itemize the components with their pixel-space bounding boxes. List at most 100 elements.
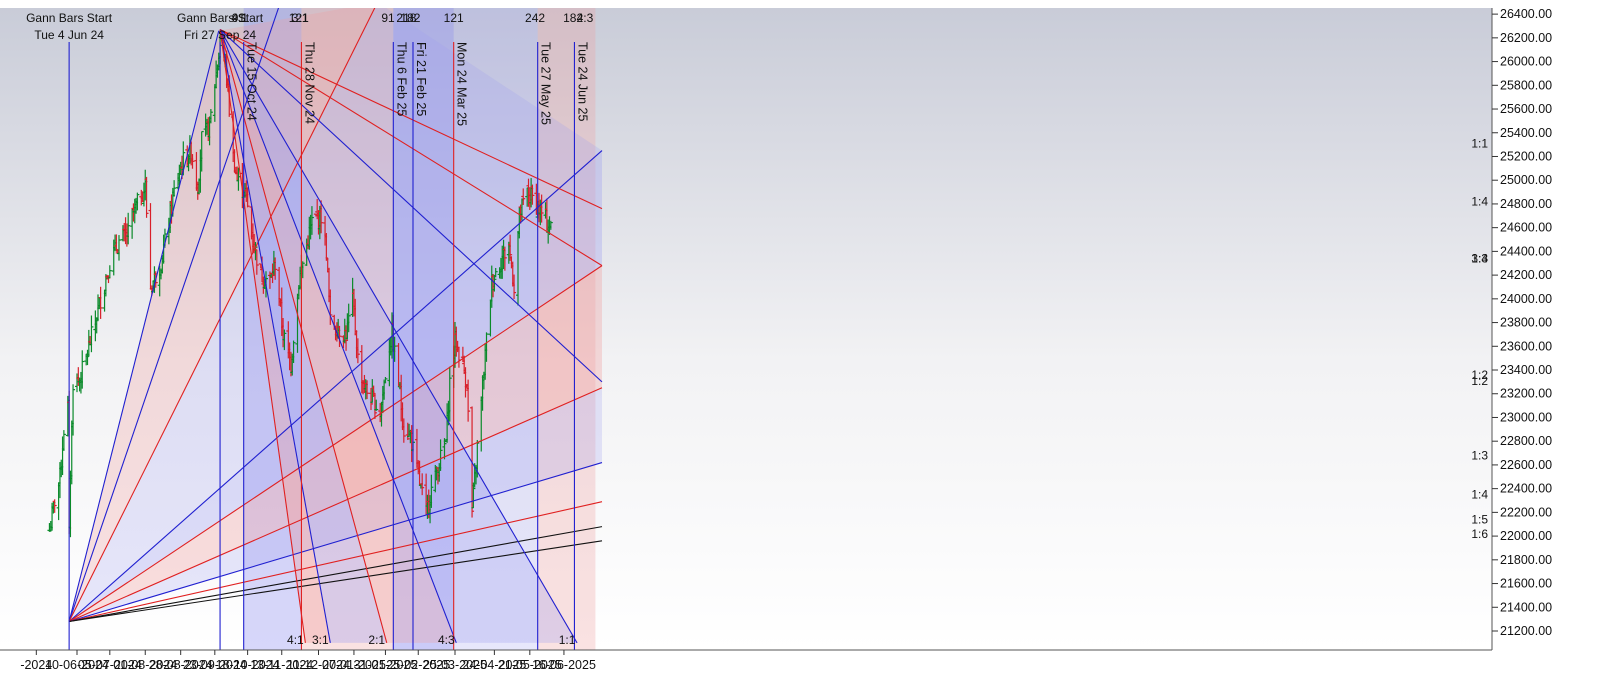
vertical-line-label: Thu 6 Feb 25 <box>394 42 408 116</box>
ohlc-bar <box>447 366 452 422</box>
ohlc-bar <box>405 422 410 440</box>
ohlc-bar <box>374 399 379 411</box>
vertical-line-label: Tue 24 Jun 25 <box>575 42 589 122</box>
ohlc-bar <box>372 392 377 419</box>
y-tick-label: 24800.00 <box>1500 197 1552 211</box>
y-tick-label: 24600.00 <box>1500 221 1552 235</box>
ohlc-bar <box>282 329 287 351</box>
fan-angle-label: 4:3 <box>438 633 455 647</box>
ohlc-bar <box>107 265 112 279</box>
ohlc-bar <box>144 176 149 218</box>
x-tick-label: 11-12-2024 <box>287 658 350 672</box>
ohlc-bar <box>355 338 360 364</box>
y-tick-label: 23800.00 <box>1500 316 1552 330</box>
y-tick-label: 21800.00 <box>1500 553 1552 567</box>
ohlc-bar <box>71 384 76 436</box>
y-tick-label: 23600.00 <box>1500 339 1552 353</box>
vertical-line-label: Tue 27 May 25 <box>539 42 553 125</box>
fan-angle-label: 4:1 <box>287 633 304 647</box>
ohlc-bar <box>208 109 213 124</box>
bar-count-label: 218 <box>396 11 416 25</box>
gann-fan-line <box>68 462 603 623</box>
plot-area <box>47 8 603 650</box>
x-tick-label: 28-08-2024 <box>149 658 213 672</box>
bar-count-label: 4:1 <box>231 11 248 25</box>
ohlc-bar <box>420 473 425 496</box>
gann-fan-line <box>68 387 603 623</box>
x-tick-label: -2024 <box>20 658 52 672</box>
ohlc-bar <box>401 418 406 443</box>
gann-fan-line <box>219 29 457 644</box>
y-tick-label: 21600.00 <box>1500 577 1552 591</box>
x-tick-label: 23-09-2024 <box>183 658 247 672</box>
ohlc-bar <box>172 180 177 197</box>
fan-angle-label: 1:2 <box>1471 374 1488 388</box>
y-tick-label: 25600.00 <box>1500 102 1552 116</box>
bar-count-label: 121 <box>444 11 464 25</box>
y-tick-label: 23000.00 <box>1500 410 1552 424</box>
x-tick-label: 25-03-2025 <box>423 658 487 672</box>
x-tick-label: 21-05-2025 <box>498 658 562 672</box>
gann-start-date: Tue 4 Jun 24 <box>34 28 104 42</box>
ohlc-bar <box>429 474 434 508</box>
bar-count-label: 182 <box>400 11 420 25</box>
ohlc-bar <box>484 332 489 362</box>
bar-count-label: 3:1 <box>292 11 309 25</box>
y-tick-label: 23200.00 <box>1500 387 1552 401</box>
vertical-line-label: Thu 28 Nov 24 <box>302 42 316 124</box>
gann-fan-line <box>68 8 280 622</box>
ohlc-bar <box>530 184 535 205</box>
x-tick-label: 31-01-2025 <box>353 658 417 672</box>
y-tick-label: 22200.00 <box>1500 505 1552 519</box>
x-tick-label: 13-11-2024 <box>250 658 313 672</box>
y-tick-label: 24400.00 <box>1500 244 1552 258</box>
ohlc-bar <box>382 379 387 400</box>
price-bars <box>47 33 553 538</box>
gann-fan-line <box>68 265 603 622</box>
y-tick-label: 22600.00 <box>1500 458 1552 472</box>
ohlc-bar <box>539 194 544 223</box>
vertical-line-label: Fri 21 Feb 25 <box>414 42 428 116</box>
gann-fan-line <box>68 30 220 622</box>
ohlc-bar <box>117 235 121 261</box>
ohlc-bar <box>328 289 333 325</box>
ohlc-bar <box>471 482 476 509</box>
fan-angle-label: 1:6 <box>1471 527 1488 541</box>
ohlc-bar <box>135 192 140 211</box>
time-zone-shade <box>453 8 538 650</box>
ohlc-bar <box>365 380 370 400</box>
y-tick-label: 24000.00 <box>1500 292 1552 306</box>
ohlc-bar <box>273 257 278 280</box>
gann-fan-line <box>219 29 603 210</box>
fan-angle-label: 2:1 <box>368 633 385 647</box>
ohlc-bar <box>512 274 517 300</box>
ohlc-bar <box>270 263 275 284</box>
ohlc-bar <box>369 387 373 411</box>
gann-start-title: Gann Bars Start <box>26 11 113 25</box>
y-tick-label: 25000.00 <box>1500 173 1552 187</box>
fan-angle-label: 1:3 <box>1471 252 1488 266</box>
ohlc-bar <box>383 377 388 383</box>
ohlc-bar <box>61 430 66 451</box>
ohlc-bar <box>52 499 57 513</box>
y-tick-label: 25800.00 <box>1500 78 1552 92</box>
ohlc-bar <box>508 234 513 261</box>
gann-fan-line <box>219 29 306 643</box>
y-tick-label: 26000.00 <box>1500 55 1552 69</box>
y-tick-label: 26200.00 <box>1500 31 1552 45</box>
x-tick-label: 25-02-2025 <box>386 658 450 672</box>
x-tick-label: 18-10-2024 <box>216 658 280 672</box>
gann-fan-line <box>69 526 603 623</box>
gann-fan-line <box>219 29 388 644</box>
ohlc-bar <box>548 220 553 230</box>
ohlc-bar <box>346 303 351 333</box>
fan-angle-label: 1:1 <box>1471 137 1488 151</box>
gann-start-date: Fri 27 Sep 24 <box>184 28 256 42</box>
ohlc-bar <box>98 286 103 319</box>
ohlc-bar <box>493 267 498 278</box>
bar-count-label: 4:3 <box>577 11 594 25</box>
x-tick-label: 05-07-2024 <box>78 658 142 672</box>
fan-angle-label: 1:3 <box>1471 449 1488 463</box>
ohlc-bar <box>254 249 259 275</box>
